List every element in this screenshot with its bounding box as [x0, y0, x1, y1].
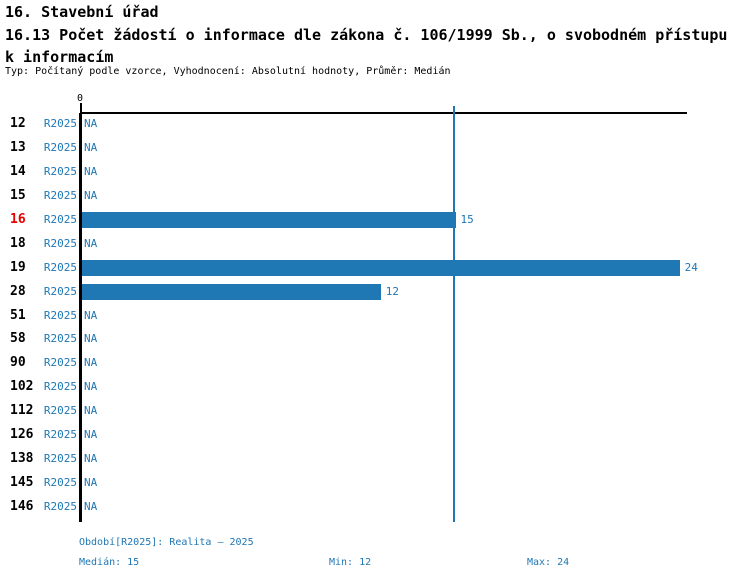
median-reference-line [453, 106, 455, 522]
chart-row: 12 R2025 NA [0, 112, 750, 136]
row-period-label: R2025 [43, 356, 77, 370]
chart-row: 51 R2025 NA [0, 304, 750, 328]
footer-min: Min: 12 [329, 557, 372, 568]
y-axis-line [79, 113, 82, 522]
row-period-label: R2025 [43, 428, 77, 442]
row-category-label: 58 [10, 331, 26, 347]
row-period-label: R2025 [43, 188, 77, 202]
row-na-label: NA [84, 117, 98, 130]
chart-row: 58 R2025 NA [0, 327, 750, 351]
page-title: 16. Stavební úřad [5, 3, 159, 21]
row-na-label: NA [84, 500, 98, 513]
chart-row: 16 R2025 15 [0, 208, 750, 232]
bar-value-label: 24 [684, 260, 698, 274]
row-category-label: 14 [10, 163, 26, 179]
row-period-label: R2025 [43, 452, 77, 466]
chart-row: 13 R2025 NA [0, 136, 750, 160]
row-period-label: R2025 [43, 140, 77, 154]
row-category-label: 126 [10, 427, 34, 443]
row-period-label: R2025 [43, 117, 77, 130]
row-na-label: NA [84, 140, 98, 154]
row-category-label: 51 [10, 307, 26, 323]
row-period-label: R2025 [43, 500, 77, 513]
row-category-label: 13 [10, 139, 26, 155]
bar-value-label: 12 [385, 284, 400, 298]
row-category-label: 146 [10, 499, 34, 514]
row-period-label: R2025 [43, 332, 77, 346]
chart-row: 145 R2025 NA [0, 471, 750, 495]
row-period-label: R2025 [43, 476, 77, 490]
row-period-label: R2025 [43, 380, 77, 394]
row-category-label: 145 [10, 475, 34, 491]
row-period-label: R2025 [43, 236, 77, 250]
row-period-label: R2025 [43, 212, 77, 226]
row-na-label: NA [84, 428, 98, 442]
row-na-label: NA [84, 380, 98, 394]
chart-row: 138 R2025 NA [0, 447, 750, 471]
chart-row: 126 R2025 NA [0, 423, 750, 447]
chart-title: 16.13 Počet žádostí o informace dle záko… [5, 26, 728, 66]
row-period-label: R2025 [43, 284, 77, 298]
row-category-label: 90 [10, 355, 26, 371]
row-na-label: NA [84, 404, 98, 418]
bar [82, 283, 381, 300]
row-period-label: R2025 [43, 260, 77, 274]
row-period-label: R2025 [43, 164, 77, 178]
row-na-label: NA [84, 308, 98, 322]
x-axis-tick-mark [80, 103, 82, 113]
footer-period: Období[R2025]: Realita – 2025 [79, 537, 254, 548]
chart-row: 18 R2025 NA [0, 232, 750, 256]
row-na-label: NA [84, 356, 98, 370]
bar-rows-container: 12 R2025 NA 13 R2025 NA 14 R2025 NA 15 R… [0, 112, 750, 519]
row-na-label: NA [84, 476, 98, 490]
chart-row: 146 R2025 NA [0, 495, 750, 519]
x-axis-tick-label: 0 [76, 93, 84, 104]
footer-median: Medián: 15 [79, 557, 140, 568]
row-category-label: 28 [10, 283, 26, 299]
bar [82, 211, 456, 228]
chart-row: 19 R2025 24 [0, 256, 750, 280]
x-axis-line [80, 112, 687, 114]
footer-max: Max: 24 [527, 557, 570, 568]
row-period-label: R2025 [43, 308, 77, 322]
row-category-label: 12 [10, 116, 26, 131]
chart-row: 14 R2025 NA [0, 160, 750, 184]
chart-row: 112 R2025 NA [0, 399, 750, 423]
bar [82, 259, 680, 276]
row-category-label: 18 [10, 235, 26, 251]
chart-meta-info: Typ: Počítaný podle vzorce, Vyhodnocení:… [5, 66, 451, 77]
row-na-label: NA [84, 332, 98, 346]
row-na-label: NA [84, 164, 98, 178]
chart-row: 28 R2025 12 [0, 280, 750, 304]
row-na-label: NA [84, 236, 98, 250]
row-period-label: R2025 [43, 404, 77, 418]
row-category-label: 15 [10, 187, 26, 203]
row-category-label: 102 [10, 379, 34, 395]
chart-row: 15 R2025 NA [0, 184, 750, 208]
row-category-label: 138 [10, 451, 34, 467]
row-na-label: NA [84, 452, 98, 466]
chart-row: 102 R2025 NA [0, 375, 750, 399]
chart-row: 90 R2025 NA [0, 351, 750, 375]
row-category-label: 19 [10, 259, 26, 275]
row-category-label: 112 [10, 403, 34, 419]
row-na-label: NA [84, 188, 98, 202]
bar-value-label: 15 [460, 212, 474, 226]
row-category-label: 16 [10, 211, 26, 227]
